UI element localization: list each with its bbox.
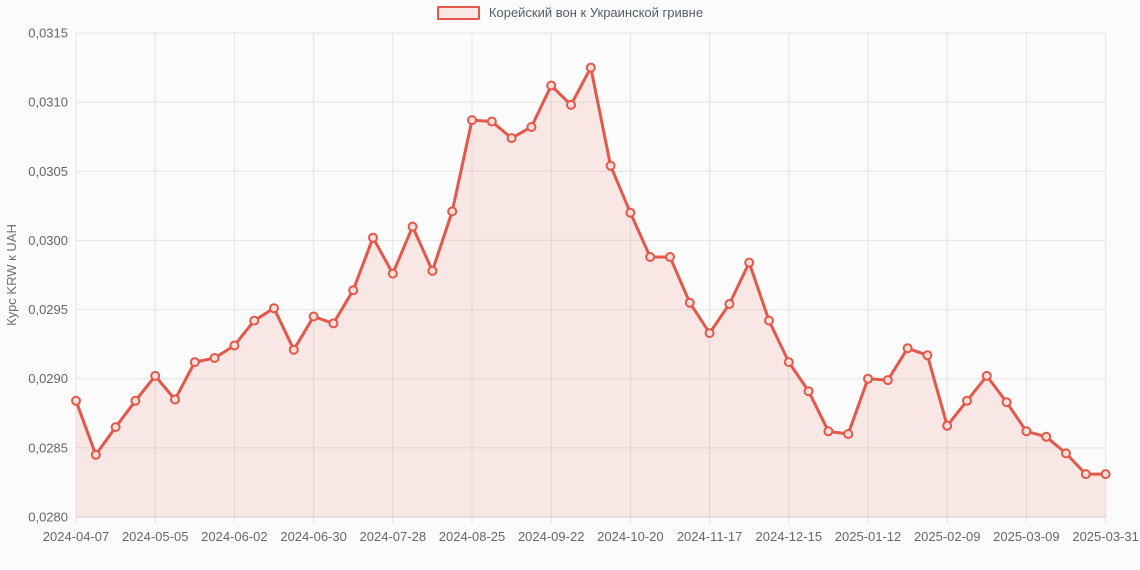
series-area	[76, 67, 1106, 517]
data-point[interactable]	[1061, 448, 1071, 459]
data-point[interactable]	[882, 375, 893, 386]
data-point[interactable]	[783, 357, 794, 368]
y-tick-label: 0,0290	[28, 371, 68, 386]
data-point[interactable]	[704, 328, 715, 339]
y-tick-label: 0,0305	[28, 164, 68, 179]
data-point[interactable]	[348, 285, 359, 296]
data-point[interactable]	[625, 207, 636, 218]
data-point[interactable]	[724, 299, 735, 309]
data-point[interactable]	[486, 116, 497, 127]
data-point[interactable]	[427, 265, 438, 276]
data-point[interactable]	[407, 221, 418, 232]
legend-swatch-icon	[436, 5, 480, 20]
data-point[interactable]	[328, 318, 339, 329]
data-point[interactable]	[902, 343, 913, 354]
data-point[interactable]	[229, 340, 240, 351]
data-point[interactable]	[803, 386, 814, 397]
data-point[interactable]	[665, 252, 675, 262]
legend-label: Корейский вон к Украинской гривне	[488, 5, 704, 20]
data-point[interactable]	[189, 357, 200, 368]
data-point[interactable]	[546, 80, 557, 91]
data-point[interactable]	[585, 62, 596, 73]
y-tick-label: 0,0315	[28, 26, 68, 41]
data-point[interactable]	[605, 160, 616, 171]
data-point[interactable]	[823, 426, 834, 437]
data-point[interactable]	[526, 122, 537, 132]
x-tick-label: 2025-02-09	[914, 529, 981, 544]
y-tick-label: 0,0280	[28, 510, 68, 525]
data-point[interactable]	[71, 395, 81, 406]
x-tick-label: 2024-10-20	[597, 529, 664, 544]
data-point[interactable]	[506, 133, 517, 144]
data-point[interactable]	[387, 268, 398, 279]
data-point[interactable]	[764, 315, 774, 326]
x-tick-label: 2024-11-17	[677, 529, 743, 544]
x-tick-label: 2024-06-02	[201, 529, 268, 544]
data-point[interactable]	[269, 303, 279, 314]
x-tick-label: 2024-07-28	[360, 529, 427, 544]
data-point[interactable]	[1021, 426, 1032, 437]
data-point[interactable]	[90, 449, 101, 460]
data-point[interactable]	[130, 395, 141, 406]
data-point[interactable]	[170, 394, 180, 405]
data-point[interactable]	[981, 370, 992, 381]
data-point[interactable]	[1001, 397, 1012, 408]
data-point[interactable]	[150, 370, 161, 381]
data-point[interactable]	[249, 315, 260, 326]
data-point[interactable]	[447, 206, 458, 217]
data-point[interactable]	[566, 99, 576, 110]
data-point[interactable]	[110, 422, 121, 433]
data-point[interactable]	[1100, 469, 1111, 480]
x-tick-label: 2024-06-30	[280, 529, 347, 544]
data-point[interactable]	[684, 297, 695, 308]
x-tick-label: 2025-01-12	[835, 529, 902, 544]
data-point[interactable]	[863, 373, 873, 384]
data-point[interactable]	[843, 429, 854, 439]
data-point[interactable]	[942, 420, 953, 431]
x-tick-label: 2025-03-31	[1072, 529, 1139, 544]
data-point[interactable]	[308, 311, 319, 322]
data-point[interactable]	[1080, 469, 1091, 480]
y-tick-label: 0,0285	[28, 440, 68, 455]
y-tick-label: 0,0310	[28, 95, 68, 110]
data-point[interactable]	[645, 252, 656, 262]
y-tick-label: 0,0295	[28, 302, 68, 317]
x-tick-label: 2024-08-25	[439, 529, 506, 544]
y-axis-title: Курс KRW к UAH	[4, 224, 19, 326]
x-tick-label: 2024-12-15	[756, 529, 823, 544]
y-tick-label: 0,0300	[28, 233, 68, 248]
x-tick-label: 2024-04-07	[43, 529, 110, 544]
data-point[interactable]	[368, 232, 378, 243]
legend-item[interactable]: Корейский вон к Украинской гривне	[0, 5, 1140, 20]
data-point[interactable]	[209, 353, 220, 363]
data-point[interactable]	[922, 350, 933, 361]
data-point[interactable]	[744, 257, 755, 268]
data-point[interactable]	[467, 115, 477, 126]
data-point[interactable]	[1041, 431, 1052, 442]
x-tick-label: 2025-03-09	[993, 529, 1060, 544]
data-point[interactable]	[962, 395, 972, 406]
x-tick-label: 2024-05-05	[122, 529, 189, 544]
x-tick-label: 2024-09-22	[518, 529, 585, 544]
data-point[interactable]	[288, 344, 299, 355]
